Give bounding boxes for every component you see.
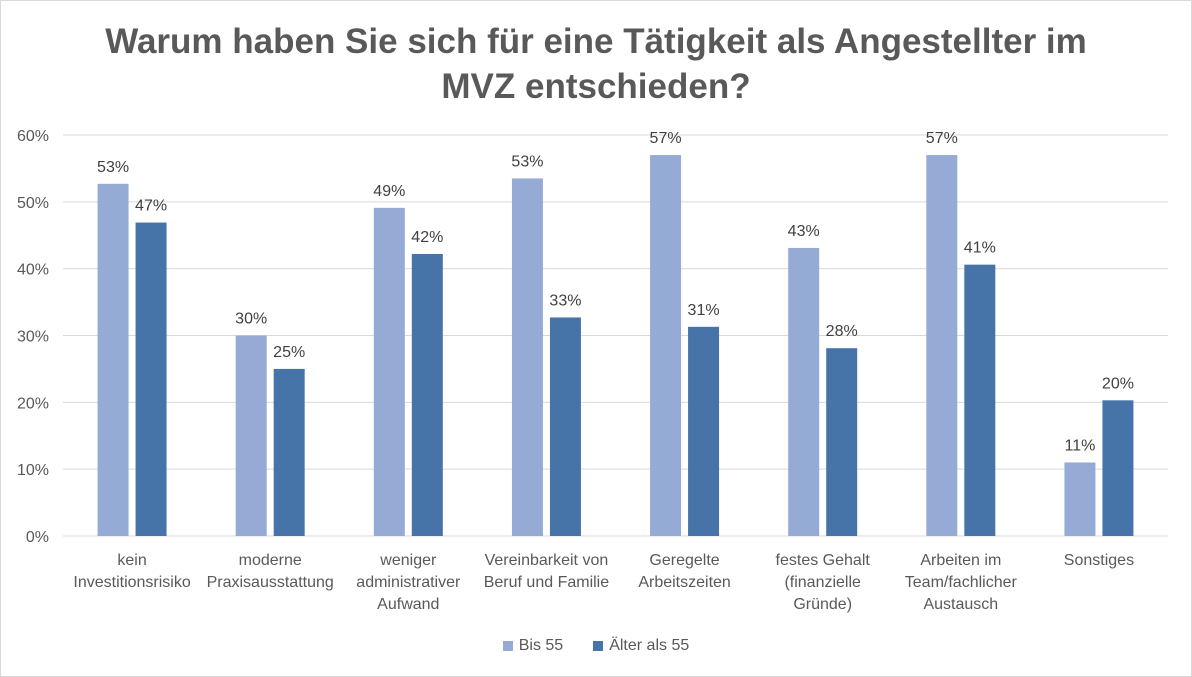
data-label: 42% (411, 229, 443, 246)
bar (1064, 462, 1096, 536)
chart-legend: Bis 55 Älter als 55 (1, 637, 1191, 655)
data-label: 57% (650, 130, 682, 147)
bar (235, 335, 267, 536)
data-label: 41% (964, 240, 996, 257)
x-tick-label: Gründe) (793, 596, 852, 613)
y-tick-label: 30% (17, 329, 49, 346)
data-label: 11% (1065, 437, 1096, 454)
x-tick-label: Praxisausstattung (207, 574, 334, 591)
bar (549, 317, 581, 536)
x-tick-label: Sonstiges (1064, 552, 1134, 569)
chart-title: Warum haben Sie sich für eine Tätigkeit … (1, 19, 1191, 109)
y-tick-label: 40% (17, 262, 49, 279)
x-tick-label: Beruf und Familie (484, 574, 609, 591)
bar (511, 178, 543, 537)
data-label: 49% (373, 183, 405, 200)
data-label: 33% (549, 292, 581, 309)
legend-item-aelter-als-55: Älter als 55 (593, 637, 689, 655)
bar (273, 368, 305, 536)
bar (788, 247, 820, 536)
legend-item-bis-55: Bis 55 (502, 637, 564, 655)
bar (926, 155, 958, 537)
y-tick-label: 60% (17, 128, 49, 145)
data-label: 25% (273, 344, 305, 361)
data-label: 31% (688, 302, 720, 319)
x-tick-label: administrativer (356, 574, 461, 591)
data-label: 43% (788, 223, 820, 240)
legend-swatch-aelter-als-55 (593, 641, 604, 651)
bar (1102, 400, 1134, 536)
bar (373, 207, 405, 536)
bar (688, 326, 720, 536)
bar (135, 222, 167, 536)
data-label: 53% (511, 153, 543, 170)
x-tick-label: festes Gehalt (776, 552, 871, 569)
bar (964, 264, 996, 536)
bar (411, 253, 443, 537)
chart-title-line-2: MVZ entschieden? (441, 67, 751, 106)
x-tick-label: moderne (239, 552, 302, 569)
y-tick-label: 0% (26, 529, 49, 546)
data-label: 53% (97, 159, 129, 176)
x-tick-label: weniger (379, 552, 437, 569)
x-tick-label: Aufwand (377, 596, 439, 613)
bar (650, 155, 682, 537)
legend-label-aelter-als-55: Älter als 55 (609, 637, 690, 654)
legend-label-bis-55: Bis 55 (518, 637, 564, 654)
bar (826, 348, 858, 536)
data-label: 28% (826, 323, 858, 340)
x-tick-label: Team/fachlicher (905, 574, 1018, 591)
data-label: 57% (926, 130, 958, 147)
x-tick-label: (finanzielle (784, 574, 861, 591)
x-tick-label: Vereinbarkeit von (485, 552, 609, 569)
data-label: 30% (235, 311, 267, 328)
chart-title-line-1: Warum haben Sie sich für eine Tätigkeit … (105, 22, 1087, 61)
x-tick-label: Investitionsrisiko (73, 574, 190, 591)
x-tick-label: Geregelte (649, 552, 719, 569)
data-label: 47% (135, 198, 167, 215)
x-tick-label: Arbeitszeiten (638, 574, 731, 591)
y-tick-label: 20% (17, 395, 49, 412)
x-tick-label: Austausch (923, 596, 998, 613)
y-tick-label: 10% (17, 462, 49, 479)
bar (97, 183, 129, 536)
legend-swatch-bis-55 (502, 641, 513, 651)
x-tick-label: Arbeiten im (920, 552, 1001, 569)
y-tick-label: 50% (17, 195, 49, 212)
x-tick-label: kein (117, 552, 146, 569)
data-label: 20% (1102, 375, 1134, 392)
